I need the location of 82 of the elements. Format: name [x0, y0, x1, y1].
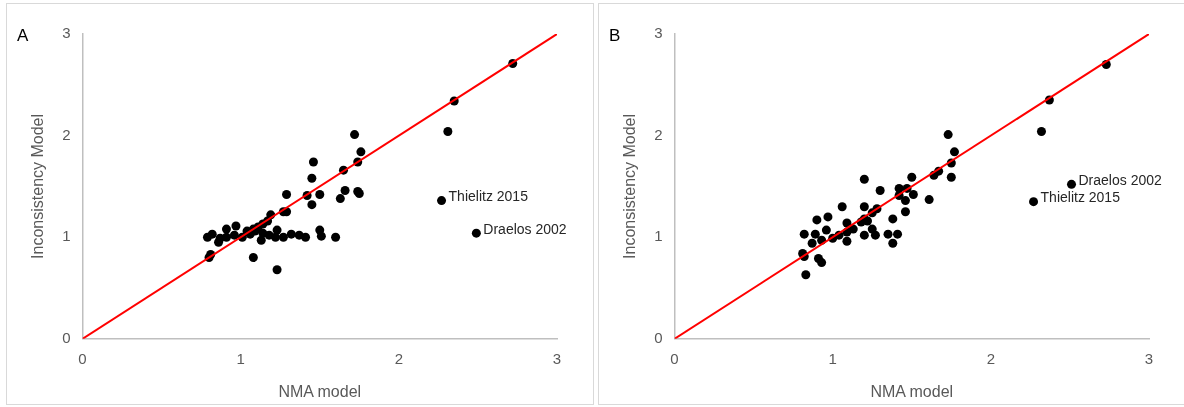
- point: [215, 233, 225, 243]
- point: [307, 200, 317, 210]
- point: [807, 238, 817, 248]
- y-tick-label: 0: [654, 328, 663, 346]
- point: [443, 127, 453, 137]
- y-tick-label: 3: [62, 24, 71, 42]
- point: [316, 231, 326, 241]
- point: [231, 221, 241, 231]
- x-axis-title: NMA model: [278, 382, 362, 400]
- point: [823, 212, 833, 222]
- point: [799, 229, 809, 239]
- chart-title: B: [609, 25, 621, 45]
- point: [264, 230, 274, 240]
- point: [817, 258, 827, 268]
- y-axis-title: Inconsistency Model: [29, 113, 47, 259]
- point: [908, 190, 918, 200]
- point: [315, 190, 325, 200]
- x-tick-label: 0: [670, 349, 679, 367]
- point: [471, 228, 481, 238]
- x-tick-label: 2: [394, 349, 404, 367]
- point: [900, 196, 910, 206]
- annotation: Thielitz 2015: [448, 188, 529, 205]
- point: [294, 230, 304, 240]
- point: [272, 265, 282, 275]
- point: [282, 190, 292, 200]
- point: [946, 172, 956, 182]
- x-tick-label: 2: [986, 349, 996, 367]
- annotation: Thielitz 2015: [1040, 189, 1121, 206]
- point: [875, 185, 885, 195]
- annotation: Draelos 2002: [483, 221, 567, 237]
- point: [801, 270, 811, 280]
- point: [229, 230, 239, 240]
- point: [350, 130, 360, 140]
- point: [356, 147, 366, 157]
- point: [278, 232, 288, 242]
- y-tick-label: 3: [654, 24, 663, 42]
- point: [907, 172, 917, 182]
- point: [883, 229, 893, 239]
- annotation: Draelos 2002: [1078, 172, 1162, 189]
- y-tick-label: 1: [654, 227, 663, 245]
- point: [842, 236, 852, 246]
- y-tick-label: 1: [62, 227, 71, 245]
- point: [248, 253, 258, 263]
- point: [437, 196, 447, 206]
- y-tick-label: 0: [62, 328, 71, 346]
- y-tick-label: 2: [654, 125, 663, 143]
- point: [837, 202, 847, 212]
- point: [307, 173, 317, 183]
- y-tick-label: 2: [62, 125, 71, 143]
- point: [893, 229, 903, 239]
- point: [859, 174, 869, 184]
- point: [207, 229, 217, 239]
- point: [1067, 179, 1077, 189]
- point: [340, 185, 350, 195]
- point: [335, 194, 345, 204]
- x-tick-label: 3: [552, 349, 562, 367]
- point: [867, 224, 877, 234]
- x-axis-title: NMA model: [870, 382, 954, 400]
- point: [812, 215, 822, 225]
- point: [286, 229, 296, 239]
- x-tick-label: 1: [828, 349, 837, 367]
- x-tick-label: 3: [1144, 349, 1154, 367]
- point: [949, 147, 959, 157]
- point: [221, 224, 231, 234]
- point: [331, 232, 341, 242]
- point: [1036, 127, 1046, 137]
- point: [900, 207, 910, 217]
- point: [859, 202, 869, 212]
- point: [943, 130, 953, 140]
- point: [859, 230, 869, 240]
- point: [821, 225, 831, 235]
- point: [888, 214, 898, 224]
- point: [1029, 197, 1039, 207]
- point: [888, 238, 898, 248]
- point: [924, 195, 934, 205]
- x-tick-label: 1: [236, 349, 245, 367]
- point: [308, 157, 318, 167]
- x-tick-label: 0: [78, 349, 87, 367]
- y-axis-title: Inconsistency Model: [621, 113, 639, 259]
- point: [810, 229, 820, 239]
- point: [256, 235, 266, 245]
- chart-title: A: [17, 25, 29, 45]
